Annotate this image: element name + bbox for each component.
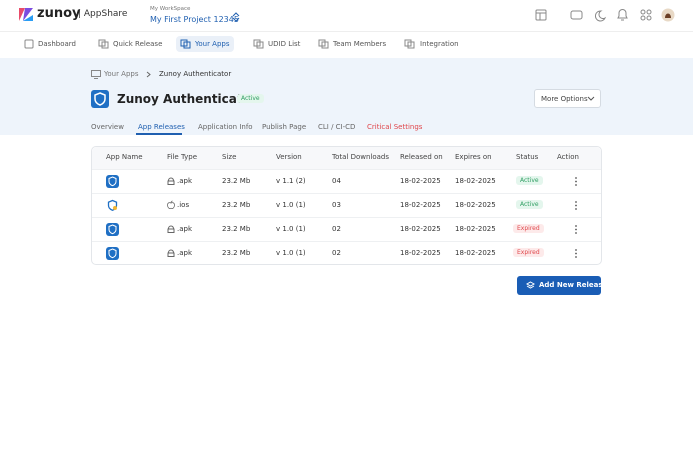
app-status: Active [237, 94, 264, 103]
action-menu[interactable] [574, 176, 578, 187]
apple-icon [167, 200, 175, 209]
cell: 23.2 Mb [222, 201, 251, 209]
action-menu[interactable] [574, 248, 578, 259]
cell: 23.2 Mb [222, 177, 251, 185]
cell: 04 [332, 177, 341, 185]
chevron [587, 96, 595, 101]
column-header: Total Downloads [332, 153, 390, 161]
cell: .apk [177, 249, 193, 257]
cell: .apk [177, 177, 193, 185]
breadcrumb[interactable]: Your Apps [104, 70, 139, 78]
cell: 02 [332, 225, 341, 233]
column-header: Action [557, 153, 579, 161]
workspace[interactable]: My First Project 12345 [150, 15, 239, 24]
action-menu[interactable] [574, 200, 578, 211]
cell: .ios [177, 201, 190, 209]
android-icon [167, 225, 175, 233]
row-divider [92, 193, 601, 194]
more-options[interactable] [534, 89, 601, 108]
cell: 23.2 Mb [222, 225, 251, 233]
column-header: Expires on [455, 153, 492, 161]
column-header: File Type [167, 153, 198, 161]
cell: 23.2 Mb [222, 249, 251, 257]
cell: v 1.0 (1) [276, 249, 306, 257]
table-head [92, 147, 601, 169]
column-header: App Name [106, 153, 143, 161]
add-release-label[interactable]: Add New Release [539, 281, 608, 289]
row-app-icon [106, 175, 119, 188]
status-badge: Active [516, 200, 543, 209]
add-release-button[interactable] [517, 276, 601, 295]
workspace-label: My WorkSpace [150, 6, 191, 12]
brand: zunoy [37, 6, 81, 21]
logo [19, 8, 33, 21]
row-app-icon [106, 223, 119, 236]
tab[interactable]: Application Info [198, 123, 253, 131]
nav-item[interactable]: Dashboard [38, 40, 76, 48]
cell: 18-02-2025 [455, 201, 496, 209]
tab[interactable]: Critical Settings [367, 123, 423, 131]
column-header: Released on [400, 153, 443, 161]
cell: 18-02-2025 [455, 225, 496, 233]
app-name: Zunoy Authenticator [117, 92, 257, 106]
status-badge: Expired [513, 224, 544, 233]
nav-item[interactable]: UDID List [268, 40, 301, 48]
cell: 02 [332, 249, 341, 257]
nav-item[interactable]: Team Members [333, 40, 387, 48]
cell: v 1.0 (1) [276, 225, 306, 233]
row-divider [92, 217, 601, 218]
cell: 03 [332, 201, 341, 209]
row-app-icon [106, 247, 119, 260]
android-icon [167, 177, 175, 185]
cell: v 1.0 (1) [276, 201, 306, 209]
nav-item[interactable]: Integration [420, 40, 459, 48]
nav-icons [24, 39, 415, 49]
breadcrumb-icons [91, 70, 151, 79]
nav-item[interactable]: Quick Release [113, 40, 163, 48]
android-icon [167, 249, 175, 257]
cell: 18-02-2025 [455, 249, 496, 257]
row-app-icon [107, 199, 118, 212]
status-badge: Active [516, 176, 543, 185]
column-header: Version [276, 153, 302, 161]
row-divider [92, 169, 601, 170]
header-icons[interactable] [535, 8, 680, 22]
more-options-label[interactable]: More Options [541, 95, 588, 103]
status-badge: Expired [513, 248, 544, 257]
product: | AppShare [78, 9, 128, 19]
cell: 18-02-2025 [455, 177, 496, 185]
workspace-toggle[interactable] [232, 12, 240, 22]
tab[interactable]: CLI / CI-CD [318, 123, 356, 131]
app-icon [91, 90, 109, 108]
divider [0, 31, 693, 32]
action-menu[interactable] [574, 224, 578, 235]
cell: 18-02-2025 [400, 201, 441, 209]
nav-item[interactable]: Your Apps [195, 40, 230, 48]
tab[interactable]: App Releases [138, 123, 185, 131]
cell: 18-02-2025 [400, 249, 441, 257]
tab-underline [136, 133, 182, 135]
cell: 18-02-2025 [400, 177, 441, 185]
column-header: Size [222, 153, 237, 161]
cell: .apk [177, 225, 193, 233]
layers-icon [526, 281, 535, 289]
breadcrumb: Zunoy Authenticator [159, 70, 232, 78]
cell: v 1.1 (2) [276, 177, 306, 185]
tab[interactable]: Overview [91, 123, 124, 131]
cell: 18-02-2025 [400, 225, 441, 233]
tab[interactable]: Publish Page [262, 123, 307, 131]
row-divider [92, 241, 601, 242]
column-header: Status [516, 153, 539, 161]
